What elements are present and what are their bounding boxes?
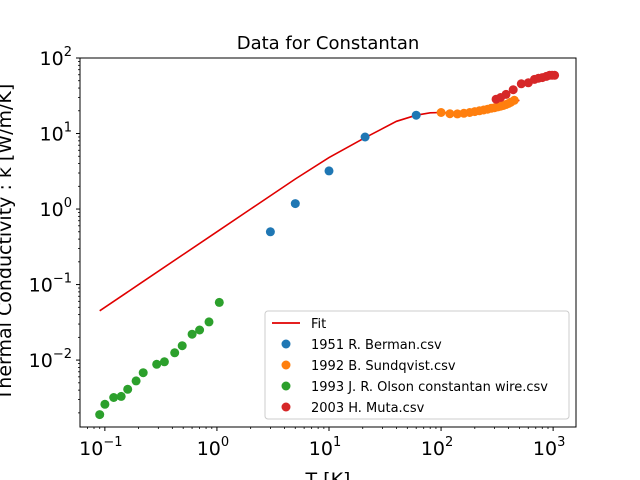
- chart-title: Data for Constantan: [237, 33, 420, 54]
- data-point-series-3: [159, 357, 169, 367]
- data-point-series-3: [170, 348, 180, 358]
- data-point-series-3: [204, 317, 214, 327]
- x-tick-label: 10−1: [79, 435, 122, 460]
- data-point-series-3: [123, 384, 133, 394]
- plot-area: [95, 70, 560, 420]
- data-point-series-3: [100, 399, 110, 409]
- x-axis-label: T [K]: [305, 469, 351, 480]
- x-tick-label: 101: [309, 435, 341, 460]
- y-tick-label: 10−1: [29, 272, 72, 297]
- legend-entry-label: 2003 H. Muta.csv: [311, 401, 425, 416]
- data-point-series-1: [411, 110, 421, 120]
- data-point-series-4: [516, 79, 526, 89]
- y-tick-label: 10−2: [29, 347, 72, 372]
- data-point-series-3: [109, 393, 119, 402]
- y-tick-label: 101: [40, 121, 72, 146]
- data-point-series-2: [452, 109, 462, 119]
- x-tick-label: 103: [533, 435, 565, 460]
- legend-entry-label: Fit: [311, 317, 326, 332]
- y-axis-label: Thermal Conductivity : k [W/m/K]: [0, 84, 16, 402]
- data-point-series-3: [152, 359, 162, 369]
- y-tick-label: 102: [40, 45, 72, 70]
- legend-entry-label: 1951 R. Berman.csv: [311, 338, 442, 353]
- x-tick-label: 102: [421, 435, 453, 460]
- legend-box: [264, 310, 570, 420]
- data-point-series-4: [508, 85, 518, 95]
- legend-marker-swatch: [281, 360, 291, 370]
- x-axis: 10−1 100 101 102 103: [79, 427, 565, 460]
- data-point-series-1: [360, 132, 370, 142]
- data-point-series-3: [131, 376, 141, 386]
- data-point-series-3: [195, 325, 205, 335]
- data-point-series-3: [138, 368, 148, 378]
- data-point-series-3: [95, 410, 105, 420]
- y-axis: 10−2 10−1 100 101 102: [29, 45, 80, 414]
- legend-entry-label: 1993 J. R. Olson constantan wire.csv: [311, 380, 548, 395]
- data-point-series-1: [290, 199, 300, 209]
- plot-frame: [79, 57, 577, 428]
- legend-marker-swatch: [281, 381, 291, 391]
- legend: Fit 1951 R. Berman.csv 1992 B. Sundqvist.c…: [264, 310, 570, 420]
- data-point-series-3: [177, 341, 187, 351]
- legend-marker-swatch: [281, 339, 291, 349]
- y-tick-label: 100: [40, 196, 72, 221]
- data-point-series-1: [265, 227, 275, 237]
- data-point-series-1: [324, 166, 334, 176]
- legend-marker-swatch: [281, 402, 291, 412]
- legend-entry-label: 1992 B. Sundqvist.csv: [311, 359, 456, 374]
- data-point-series-2: [445, 109, 455, 119]
- data-point-series-3: [187, 329, 197, 339]
- data-point-series-3: [214, 297, 224, 307]
- x-tick-label: 100: [197, 435, 229, 460]
- data-point-series-4: [550, 70, 560, 80]
- data-point-series-2: [436, 108, 446, 117]
- data-point-series-4: [501, 89, 511, 99]
- data-point-series-3: [116, 391, 126, 401]
- data-point-series-2: [509, 95, 519, 105]
